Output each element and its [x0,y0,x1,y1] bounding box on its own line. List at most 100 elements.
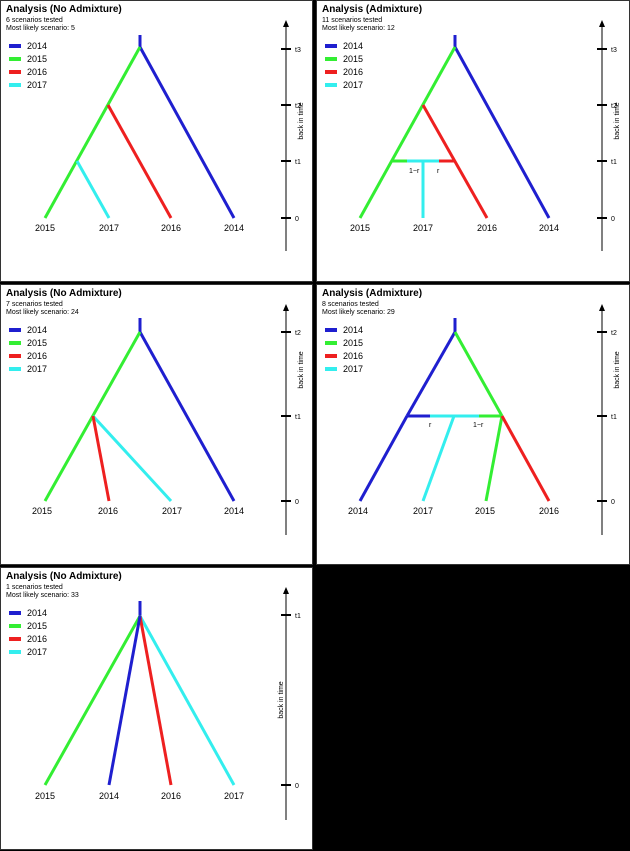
leaf-label: 2016 [98,506,118,516]
most-likely-scenario: Most likely scenario: 24 [6,309,79,316]
time-axis: t3 t2 t1 0 back in time [597,20,621,251]
panel-3: Analysis (No Admixture) 7 scenarios test… [0,284,313,565]
tree-diagram: t3 t2 t1 0 back in time 2015 2017 2016 2… [35,20,305,251]
panel-header: Analysis (Admixture) 8 scenarios tested … [322,289,422,317]
legend-item-2014: 2014 [9,606,47,619]
most-likely-scenario: Most likely scenario: 29 [322,309,395,316]
legend-item-2014: 2014 [9,323,47,336]
leaf-label: 2017 [413,223,433,233]
branch-2014 [107,615,142,786]
leaf-label: 2015 [32,506,52,516]
panel-title: Analysis (No Admixture) [6,571,122,582]
leaf-label: 2016 [477,223,497,233]
legend-item-2016: 2016 [9,632,47,645]
legend: 2014 2015 2016 2017 [9,606,47,658]
time-label: t1 [611,159,617,166]
tree-diagram: 1−r r t3 t2 t1 0 back in time 2015 2017 … [350,20,621,251]
legend-item-2017: 2017 [9,362,47,375]
branch-2016 [500,415,551,502]
branch-2015 [43,615,142,786]
scenarios-count: 6 scenarios tested [6,17,63,24]
legend-item-2016: 2016 [9,349,47,362]
time-label: 0 [295,499,299,506]
admix-label: 1−r [473,422,484,429]
scenarios-count: 8 scenarios tested [322,301,379,308]
time-label: t1 [611,414,617,421]
leaf-label: 2014 [224,506,244,516]
time-label: t1 [295,613,301,620]
panel-title: Analysis (No Admixture) [6,4,122,15]
legend-item-2016: 2016 [325,349,363,362]
time-label: t2 [295,103,301,110]
legend-item-2017: 2017 [9,78,47,91]
time-label: 0 [295,783,299,790]
time-label: t3 [295,47,301,54]
leaf-label: 2014 [348,506,368,516]
branch-2015 [484,415,504,502]
branch-2016 [91,415,111,502]
legend-item-2016: 2016 [325,65,363,78]
empty-panel [316,567,630,850]
legend-item-2015: 2015 [325,336,363,349]
panel-header: Analysis (No Admixture) 1 scenarios test… [6,572,122,600]
legend: 2014 2015 2016 2017 [325,39,363,91]
leaf-label: 2016 [161,791,181,801]
panel-5: Analysis (No Admixture) 1 scenarios test… [0,567,313,850]
leaf-label: 2015 [350,223,370,233]
branch-2014 [138,331,236,502]
time-label: t1 [295,159,301,166]
leaf-label: 2017 [99,223,119,233]
panel-2: Analysis (Admixture) 11 scenarios tested… [316,0,630,282]
axis-label: back in time [614,351,621,388]
time-axis: t2 t1 0 back in time [597,304,621,535]
axis-label: back in time [298,351,305,388]
legend-item-2017: 2017 [325,362,363,375]
tree-diagram: t2 t1 0 back in time 2015 2016 2017 2014 [32,304,305,535]
branch-2014-left [405,331,457,417]
panel-1: Analysis (No Admixture) 6 scenarios test… [0,0,313,282]
panel-title: Analysis (No Admixture) [6,288,122,299]
leaf-label: 2017 [224,791,244,801]
legend: 2014 2015 2016 2017 [325,323,363,375]
branch-2015 [43,46,142,219]
time-label: t2 [295,330,301,337]
time-label: 0 [611,499,615,506]
legend-item-2014: 2014 [9,39,47,52]
time-axis: t3 t2 t1 0 back in time [281,20,305,251]
axis-label: back in time [614,102,621,139]
branch-2016 [106,104,173,219]
time-label: t3 [611,47,617,54]
branch-green-right [453,331,504,417]
leaf-label: 2015 [475,506,495,516]
admix-label: 1−r [409,168,420,175]
leaf-label: 2014 [224,223,244,233]
axis-label: back in time [298,102,305,139]
panel-header: Analysis (No Admixture) 6 scenarios test… [6,5,122,33]
panel-header: Analysis (No Admixture) 7 scenarios test… [6,289,122,317]
legend-item-2014: 2014 [325,323,363,336]
branch-2017 [421,415,456,502]
branch-2014-lower [358,415,409,502]
leaf-label: 2016 [539,506,559,516]
legend-item-2015: 2015 [325,52,363,65]
most-likely-scenario: Most likely scenario: 33 [6,592,79,599]
time-label: t1 [295,414,301,421]
branch-2014 [453,46,551,219]
admix-label: r [437,168,440,175]
legend: 2014 2015 2016 2017 [9,39,47,91]
scenarios-count: 7 scenarios tested [6,301,63,308]
legend-item-2015: 2015 [9,619,47,632]
panel-4: Analysis (Admixture) 8 scenarios tested … [316,284,630,565]
legend: 2014 2015 2016 2017 [9,323,47,375]
panel-title: Analysis (Admixture) [322,288,423,299]
leaf-label: 2014 [99,791,119,801]
branch-2017 [91,414,173,503]
scenarios-count: 1 scenarios tested [6,584,63,591]
branch-2014 [138,46,236,219]
tree-diagram: r 1−r t2 t1 0 back in time 2014 2017 201… [348,304,621,535]
scenarios-count: 11 scenarios tested [322,17,383,24]
leaf-label: 2017 [162,506,182,516]
time-label: t2 [611,103,617,110]
time-label: t2 [611,330,617,337]
time-label: 0 [611,216,615,223]
